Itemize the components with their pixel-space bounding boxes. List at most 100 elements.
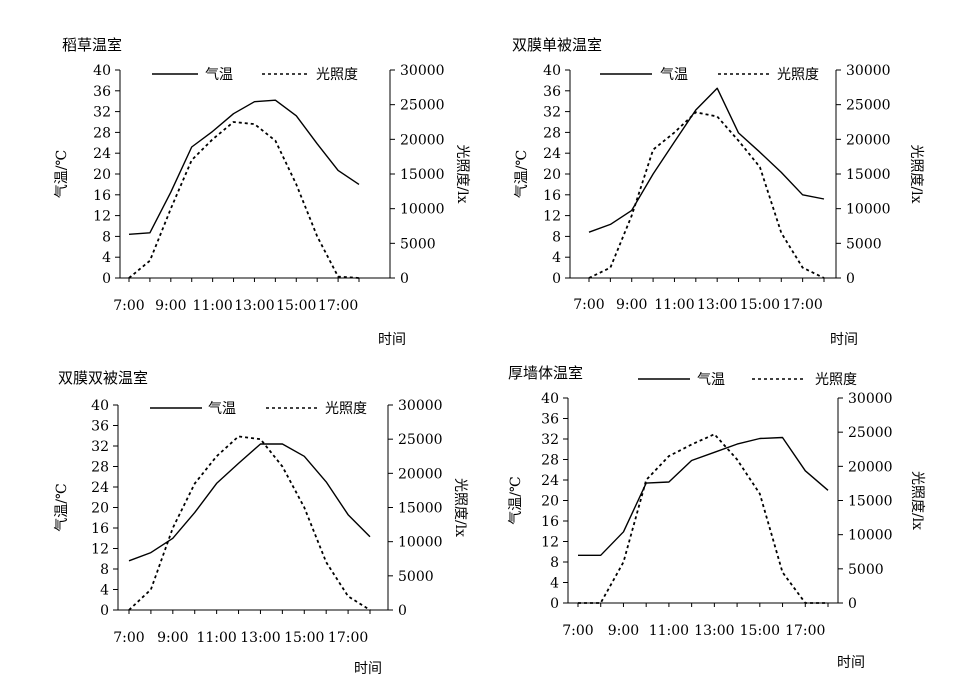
x-tick-label: 15:00 — [740, 623, 780, 639]
legend-label-illuminance: 光照度 — [815, 372, 857, 388]
y-tick-label: 0 — [552, 271, 561, 287]
y-tick-label: 36 — [543, 84, 561, 100]
x-tick-label: 7:00 — [562, 623, 593, 639]
x-tick-label: 17:00 — [318, 298, 358, 314]
y-tick-label: 28 — [91, 460, 109, 476]
y2-tick-label: 5000 — [398, 569, 434, 585]
series-line-temperature — [578, 436, 829, 556]
y-tick-label: 28 — [543, 125, 561, 141]
x-tick-label: 7:00 — [113, 298, 144, 314]
x-tick-label: 7:00 — [113, 630, 144, 646]
y-tick-label: 20 — [91, 501, 109, 517]
y-tick-label: 4 — [100, 583, 109, 599]
y2-tick-label: 30000 — [848, 391, 893, 407]
chart-panel-1: 稻草温室 0 4 8 12 16 20 24 28 32 36 40 0 5000 10000 15000 20… — [54, 36, 470, 348]
chart-title: 双膜单被温室 — [512, 36, 602, 54]
y2-tick-label: 15000 — [848, 494, 893, 510]
legend-label-illuminance: 光照度 — [777, 67, 819, 83]
y-tick-label: 8 — [102, 229, 111, 245]
y-tick-label: 16 — [541, 514, 559, 530]
y2-tick-label: 15000 — [400, 167, 445, 183]
x-axis-label: 时间 — [354, 661, 382, 677]
x-tick-label: 17:00 — [785, 623, 825, 639]
x-axis-label: 时间 — [837, 655, 865, 671]
y-tick-label: 8 — [552, 229, 561, 245]
y-tick-label: 4 — [552, 250, 561, 266]
x-tick-label: 9:00 — [608, 623, 639, 639]
y2-tick-label: 0 — [398, 603, 407, 619]
x-axis-label: 时间 — [830, 332, 858, 348]
y2-tick-label: 25000 — [400, 98, 445, 114]
x-tick-label: 13:00 — [694, 623, 734, 639]
y-tick-label: 40 — [541, 391, 559, 407]
chart-title: 厚墙体温室 — [508, 364, 583, 382]
y-tick-label: 4 — [550, 576, 559, 592]
y-tick-label: 0 — [550, 596, 559, 612]
x-tick-label: 11:00 — [192, 298, 232, 314]
y-tick-label: 32 — [93, 105, 111, 121]
y2-tick-label: 20000 — [846, 132, 891, 148]
series-line-temperature — [128, 99, 360, 235]
legend-label-illuminance: 光照度 — [325, 401, 367, 417]
y2-tick-label: 10000 — [398, 535, 443, 551]
y-axis-label: 气温/℃ — [514, 150, 530, 198]
y2-axis-label: 光照度/lx — [909, 471, 925, 530]
y-tick-label: 40 — [93, 63, 111, 79]
y-tick-label: 24 — [93, 146, 111, 162]
y-tick-label: 24 — [543, 146, 561, 162]
legend-label-temperature: 气温 — [697, 372, 725, 388]
y-tick-label: 32 — [541, 432, 559, 448]
y2-tick-label: 10000 — [400, 202, 445, 218]
y2-tick-label: 30000 — [398, 398, 443, 414]
x-tick-label: 9:00 — [616, 297, 647, 313]
y-tick-label: 20 — [541, 494, 559, 510]
legend-label-temperature: 气温 — [205, 67, 233, 83]
y2-tick-label: 10000 — [848, 528, 893, 544]
y-tick-label: 40 — [91, 398, 109, 414]
y-tick-label: 16 — [91, 521, 109, 537]
legend-label-temperature: 气温 — [208, 401, 236, 417]
y2-tick-label: 10000 — [846, 202, 891, 218]
x-tick-label: 15:00 — [284, 630, 324, 646]
y2-tick-label: 5000 — [846, 236, 882, 252]
y2-tick-label: 15000 — [398, 501, 443, 517]
y2-tick-label: 20000 — [848, 459, 893, 475]
x-tick-label: 15:00 — [276, 298, 316, 314]
y2-tick-label: 30000 — [846, 63, 891, 79]
y-tick-label: 16 — [543, 188, 561, 204]
y-tick-label: 0 — [102, 271, 111, 287]
series-line-temperature — [128, 443, 371, 562]
legend-label-temperature: 气温 — [660, 67, 688, 83]
y-tick-label: 8 — [100, 562, 109, 578]
y-tick-label: 36 — [93, 84, 111, 100]
x-tick-label: 15:00 — [740, 297, 780, 313]
y-tick-label: 24 — [91, 480, 109, 496]
y2-tick-label: 0 — [848, 596, 857, 612]
y-axis-label: 气温/℃ — [54, 150, 70, 198]
y-tick-label: 4 — [102, 250, 111, 266]
chart-panel-4: 厚墙体温室 0 4 8 12 16 20 24 28 32 36 40 0 5000 10000 15000 2… — [508, 364, 925, 671]
series-line-illuminance — [588, 111, 825, 279]
y-tick-label: 12 — [91, 542, 109, 558]
y2-tick-label: 5000 — [848, 562, 884, 578]
x-tick-label: 9:00 — [155, 298, 186, 314]
y-tick-label: 36 — [541, 412, 559, 428]
y2-tick-label: 20000 — [398, 466, 443, 482]
y-tick-label: 28 — [93, 125, 111, 141]
series-line-temperature — [588, 87, 825, 233]
y-tick-label: 8 — [550, 555, 559, 571]
chart-title: 稻草温室 — [62, 36, 122, 54]
y-tick-label: 32 — [91, 439, 109, 455]
y2-tick-label: 15000 — [846, 167, 891, 183]
x-tick-label: 7:00 — [573, 297, 604, 313]
series-line-illuminance — [578, 433, 828, 604]
x-tick-label: 17:00 — [782, 297, 822, 313]
y-tick-label: 40 — [543, 63, 561, 79]
y-tick-label: 0 — [100, 603, 109, 619]
y-tick-label: 20 — [93, 167, 111, 183]
legend-label-illuminance: 光照度 — [316, 67, 358, 83]
x-tick-label: 11:00 — [649, 623, 689, 639]
y-tick-label: 12 — [543, 209, 561, 225]
x-tick-label: 13:00 — [234, 298, 274, 314]
